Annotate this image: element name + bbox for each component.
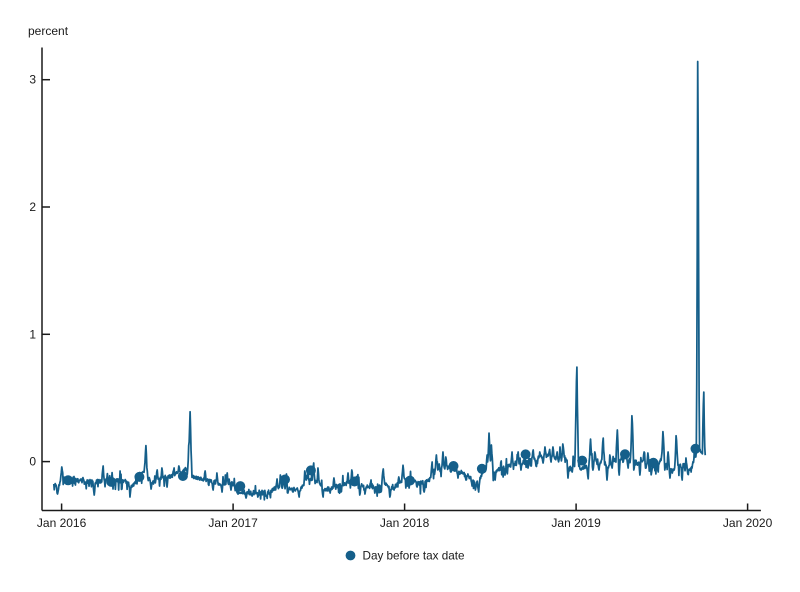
- svg-text:Day before tax date: Day before tax date: [363, 550, 465, 563]
- svg-text:1: 1: [29, 327, 36, 341]
- svg-text:Jan 2016: Jan 2016: [37, 516, 87, 530]
- svg-text:3: 3: [29, 73, 36, 87]
- svg-text:0: 0: [29, 455, 36, 469]
- svg-text:percent: percent: [28, 24, 69, 38]
- svg-text:Jan 2020: Jan 2020: [723, 516, 773, 530]
- svg-text:Jan 2019: Jan 2019: [551, 516, 601, 530]
- svg-text:2: 2: [29, 200, 36, 214]
- svg-text:Jan 2017: Jan 2017: [208, 516, 258, 530]
- svg-text:Jan 2018: Jan 2018: [380, 516, 430, 530]
